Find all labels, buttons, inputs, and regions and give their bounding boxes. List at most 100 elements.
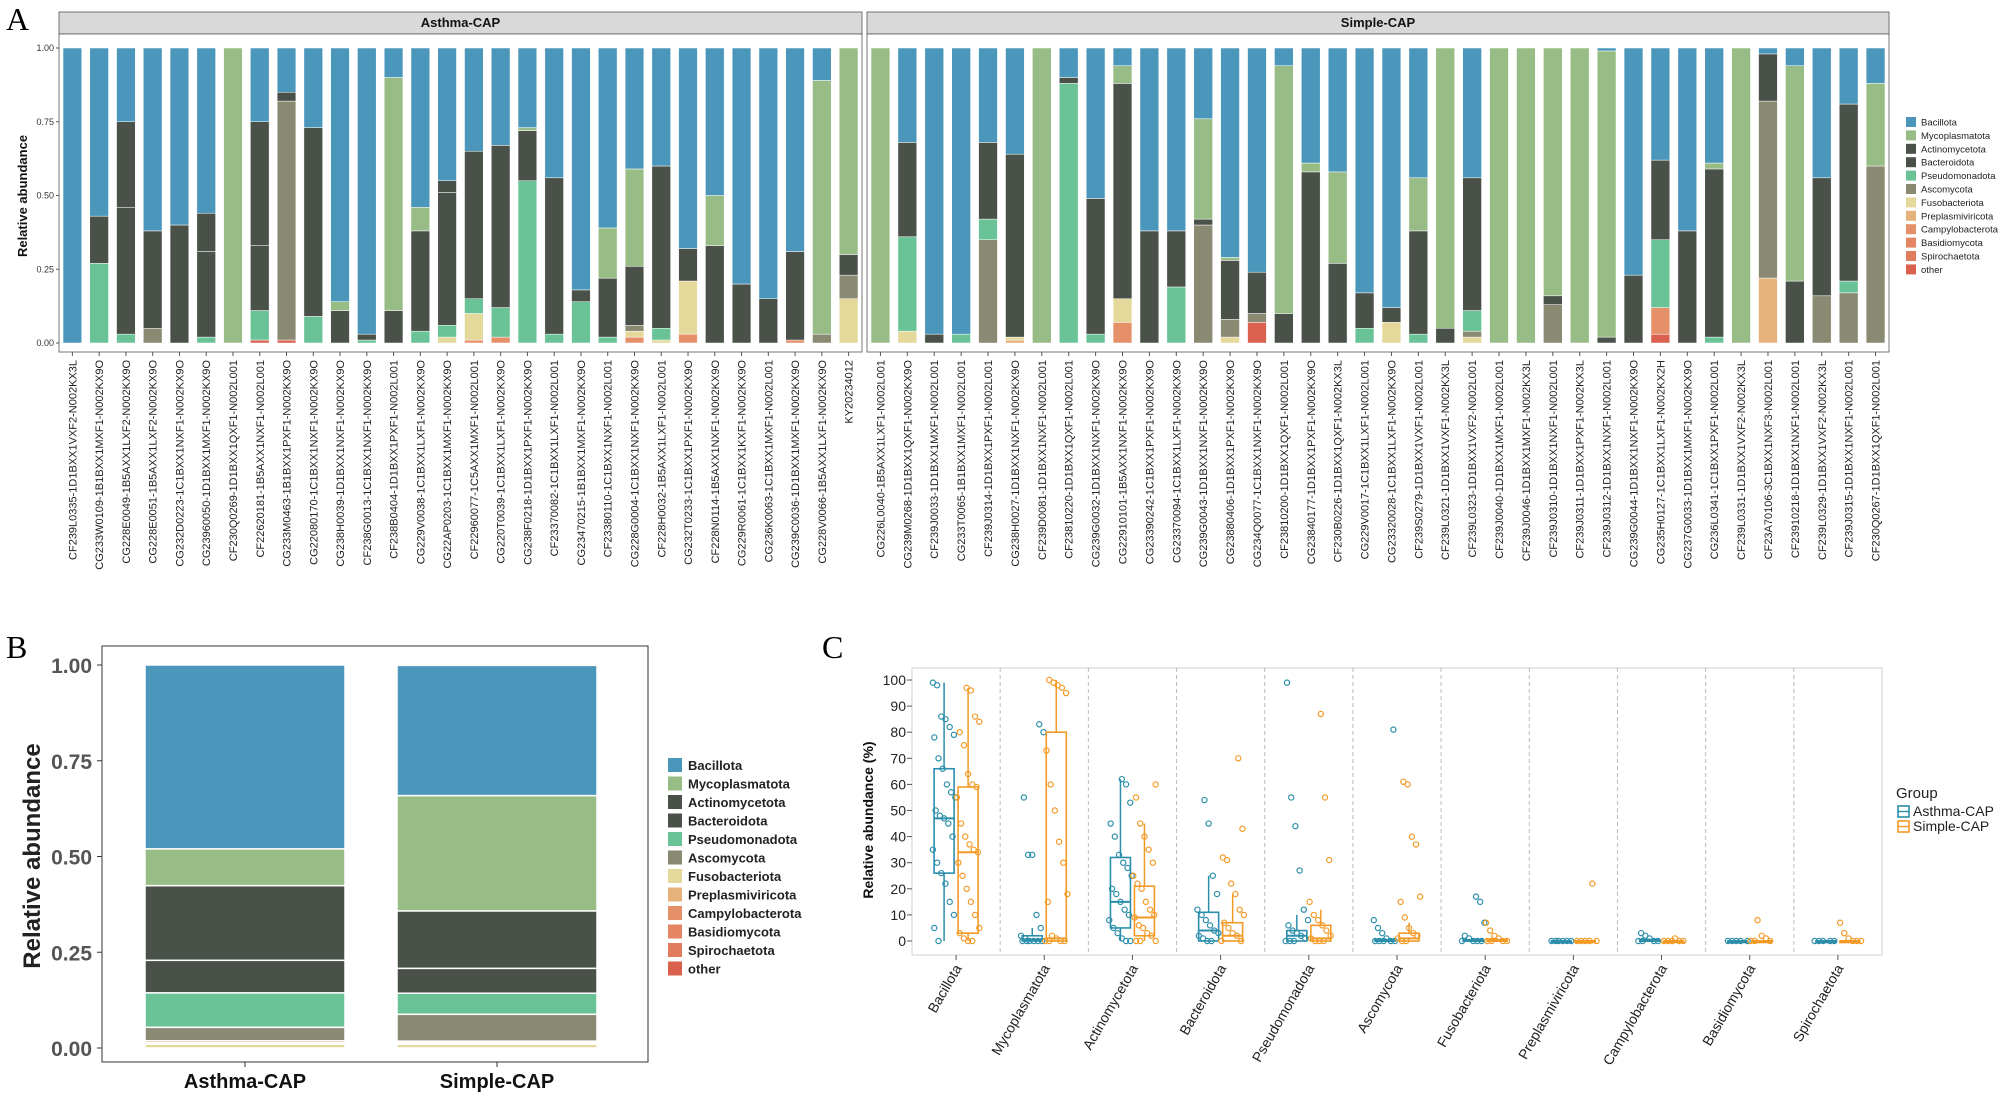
panel-c-point bbox=[1205, 820, 1212, 827]
panel-a-sample-label: CG233T0065-1B1BXX1MXF1-N002L001 bbox=[956, 360, 968, 561]
panel-a-bar-segment bbox=[1785, 65, 1805, 282]
panel-b-legend-label: Fusobacteriota bbox=[688, 869, 782, 884]
panel-c-point bbox=[1120, 859, 1127, 866]
panel-c-point bbox=[1555, 937, 1562, 945]
panel-a-bar-segment bbox=[464, 151, 484, 299]
panel-a-bar-segment bbox=[1462, 47, 1482, 179]
panel-a-sample-label: CF23A70106-3C1BXX1NXF3-N002L001 bbox=[1763, 360, 1775, 559]
panel-c-point bbox=[1664, 937, 1672, 945]
panel-a-sample-label: CG234Q0077-1C1BXX1NXF1-N002KX9O bbox=[1252, 360, 1264, 568]
panel-c-point bbox=[976, 718, 983, 725]
panel-c-point bbox=[1853, 937, 1861, 945]
panel-c-point bbox=[1122, 937, 1130, 945]
panel-c-point bbox=[1398, 937, 1406, 945]
panel-a-bar-segment bbox=[464, 313, 484, 341]
panel-c-point bbox=[1841, 929, 1848, 937]
panel-a-bar-segment bbox=[544, 333, 564, 344]
panel-c-point bbox=[1312, 937, 1319, 945]
panel-a-bar-segment bbox=[897, 330, 918, 344]
panel-c-point bbox=[957, 820, 965, 827]
panel-a-sample-label: CF23910218-1D1BXX1NXF1-N002L001 bbox=[1790, 360, 1802, 558]
panel-b-legend-key bbox=[668, 832, 682, 846]
panel-a-bar-segment bbox=[978, 239, 998, 344]
panel-a-sample-label: CF238G0013-1C1BXX1NXF1-N002KX9O bbox=[362, 360, 374, 566]
panel-c-point bbox=[956, 729, 963, 736]
panel-a-sample-label: CG23320028-1C1BXX1LXF1-N002KX9O bbox=[1386, 360, 1398, 563]
panel-c-point bbox=[1321, 794, 1329, 801]
panel-c-point bbox=[1849, 937, 1856, 945]
panel-a-bar-segment bbox=[897, 236, 918, 332]
panel-a-bar-segment bbox=[1327, 171, 1348, 264]
panel-c-legend-label: Simple-CAP bbox=[1913, 818, 1989, 834]
panel-a-bar-segment bbox=[1085, 47, 1106, 199]
panel-c-category-label: Mycoplasmatota bbox=[988, 961, 1053, 1057]
panel-c-point bbox=[959, 872, 966, 879]
panel-a-sample-label: CF239L0323-1D1BXX1VXF2-N002L001 bbox=[1467, 360, 1479, 558]
panel-b-legend-label: Bacillota bbox=[688, 758, 743, 773]
panel-c-point bbox=[1142, 898, 1150, 906]
panel-a-sample-label: CG239M0268-1D1BXX1QXF1-N002KX9O bbox=[902, 360, 914, 569]
panel-a-bar-segment bbox=[250, 339, 270, 344]
panel-b-bar-segment bbox=[396, 992, 598, 1016]
panel-c-point bbox=[933, 859, 941, 866]
panel-b-ytick: 0.00 bbox=[51, 1038, 92, 1061]
panel-c-point bbox=[1563, 937, 1571, 945]
panel-c-point bbox=[1132, 937, 1140, 945]
panel-a-bar-segment bbox=[1704, 162, 1724, 170]
panel-a-bar-segment bbox=[250, 121, 270, 246]
panel-c-point bbox=[1223, 856, 1231, 864]
panel-c-point bbox=[973, 783, 980, 791]
panel-a-bar-segment bbox=[544, 177, 564, 335]
panel-a-bar-segment bbox=[330, 47, 350, 302]
panel-a-bar-segment bbox=[624, 266, 645, 326]
panel-c-point bbox=[1737, 937, 1744, 945]
panel-c-point bbox=[1290, 937, 1298, 945]
panel-c-point bbox=[1402, 937, 1410, 945]
panel-a-bar-segment bbox=[196, 47, 216, 214]
panel-a-legend-key bbox=[1906, 130, 1916, 141]
panel-a-bar-segment bbox=[838, 298, 859, 344]
panel-c-category-label: Ascomycota bbox=[1354, 961, 1406, 1035]
panel-a-bar-segment bbox=[571, 289, 591, 302]
panel-c-point bbox=[1221, 919, 1228, 926]
panel-a-bar-segment bbox=[1112, 298, 1133, 323]
panel-a-bar-segment bbox=[357, 333, 377, 341]
panel-c-point bbox=[1639, 937, 1646, 945]
panel-a-bar-segment bbox=[1758, 277, 1778, 344]
panel-c-point bbox=[1232, 890, 1239, 898]
panel-c-point bbox=[1416, 893, 1424, 900]
panel-c-point bbox=[1202, 916, 1210, 924]
panel-c-point bbox=[940, 815, 948, 822]
panel-b-legend-key bbox=[668, 924, 682, 939]
panel-c-point bbox=[1482, 919, 1490, 926]
panel-c-point bbox=[1121, 906, 1128, 913]
panel-c-point bbox=[1675, 937, 1683, 945]
panel-c-category-label: Preplasmiviricota bbox=[1515, 961, 1582, 1061]
panel-c-ytick: 90 bbox=[890, 698, 906, 714]
panel-c-point bbox=[1115, 851, 1123, 859]
panel-a-bar-segment bbox=[1274, 47, 1294, 66]
panel-a-ytick: 0.00 bbox=[36, 338, 54, 348]
panel-a-bar-segment bbox=[410, 330, 430, 344]
panel-c-point bbox=[1108, 885, 1116, 893]
panel-a-bar-segment bbox=[1704, 336, 1724, 344]
panel-a-bar-segment bbox=[1543, 295, 1563, 305]
panel-a-bar-segment bbox=[812, 333, 832, 344]
panel-c-ytick: 60 bbox=[890, 776, 906, 792]
panel-a-bar-segment bbox=[196, 212, 216, 252]
panel-a-bar-segment bbox=[1408, 47, 1429, 179]
panel-a-bar-segment bbox=[464, 298, 484, 314]
panel-a-bar-segment bbox=[250, 245, 270, 311]
panel-a-bar-segment bbox=[1139, 230, 1160, 344]
panel-b-bar-segment bbox=[144, 884, 346, 962]
panel-c-point bbox=[1145, 846, 1152, 853]
panel-a-bar-segment bbox=[383, 47, 404, 78]
panel-c-point bbox=[1478, 937, 1485, 945]
panel-a-bar-segment bbox=[1596, 336, 1617, 344]
panel-c-point bbox=[1316, 937, 1323, 945]
panel-a-bar-segment bbox=[1085, 333, 1106, 344]
panel-a-bar-segment bbox=[1812, 47, 1832, 179]
panel-c-point bbox=[1476, 898, 1484, 906]
panel-b-bar-segment bbox=[144, 992, 346, 1029]
panel-a-sample-label: CG229R0061-1C1BXX1KXF1-N002KX9O bbox=[737, 360, 749, 567]
